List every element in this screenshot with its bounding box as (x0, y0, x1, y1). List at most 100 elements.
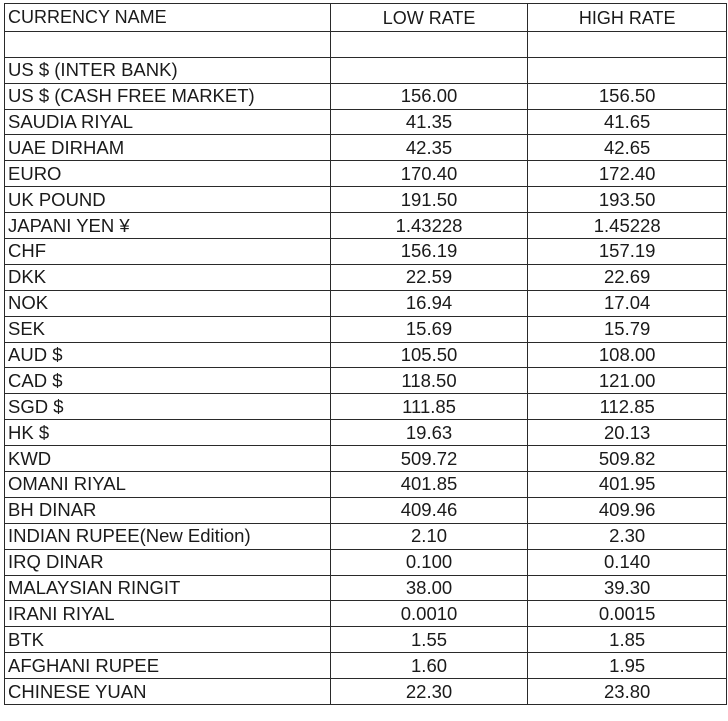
low-rate-cell: 1.43228 (329, 212, 529, 240)
table-row: SAUDIA RIYAL 41.35 41.65 (4, 108, 727, 136)
low-rate-cell: 41.35 (329, 108, 529, 136)
low-rate-cell: 509.72 (329, 445, 529, 473)
low-rate-cell: 38.00 (329, 574, 529, 602)
currency-name-cell: SAUDIA RIYAL (4, 108, 331, 136)
low-rate-cell (329, 56, 529, 84)
table-row: JAPANI YEN ¥1.43228 1.45228 (4, 212, 727, 240)
low-rate-cell: 16.94 (329, 289, 529, 317)
table-row: NOK 16.94 17.04 (4, 289, 727, 317)
currency-name-cell: IRQ DINAR (4, 548, 331, 576)
currency-name-cell: SGD $ (4, 393, 331, 421)
low-rate-cell: 19.63 (329, 419, 529, 447)
table-row: SGD $111.85 112.85 (4, 393, 727, 421)
table-row: IRANI RIYAL 0.0010 0.0015 (4, 600, 727, 628)
currency-name-cell: BTK (4, 626, 331, 654)
low-rate-cell: 1.60 (329, 652, 529, 680)
currency-name-cell: EURO (4, 160, 331, 188)
high-rate-cell (527, 30, 727, 58)
high-rate-cell: 0.140 (527, 548, 727, 576)
low-rate-cell: 118.50 (329, 367, 529, 395)
currency-name-cell: UAE DIRHAM (4, 134, 331, 162)
currency-name-cell: KWD (4, 445, 331, 473)
high-rate-cell: 401.95 (527, 471, 727, 498)
currency-name-cell (4, 30, 331, 58)
currency-name-cell: CAD $ (4, 367, 331, 395)
table-row: UAE DIRHAM 42.35 42.65 (4, 134, 727, 162)
high-rate-cell: 23.80 (527, 678, 727, 706)
low-rate-cell: 22.59 (329, 263, 529, 291)
header-row: CURRENCY NAME LOW RATE HIGH RATE (4, 3, 727, 32)
table-row: DKK 22.59 22.69 (4, 263, 727, 291)
high-rate-cell: 1.45228 (527, 212, 727, 240)
currency-name-cell: INDIAN RUPEE(New Edition) (4, 522, 331, 550)
high-rate-cell: 193.50 (527, 186, 727, 214)
table-row: OMANI RIYAL 401.85 401.95 (4, 471, 727, 498)
table-row: SEK 15.69 15.79 (4, 315, 727, 343)
currency-name-cell: CHINESE YUAN (4, 678, 331, 706)
table-row: CAD $118.50 121.00 (4, 367, 727, 395)
currency-name-cell: HK $ (4, 419, 331, 447)
table-row: US $ (INTER BANK) (4, 56, 727, 84)
high-rate-cell: 17.04 (527, 289, 727, 317)
low-rate-cell: 0.0010 (329, 600, 529, 628)
table-row: IRQ DINAR 0.100 0.140 (4, 548, 727, 576)
low-rate-cell: 409.46 (329, 496, 529, 524)
currency-name-cell: JAPANI YEN ¥ (4, 212, 331, 240)
high-rate-cell: 42.65 (527, 134, 727, 162)
high-rate-cell: 157.19 (527, 238, 727, 265)
low-rate-cell: 401.85 (329, 471, 529, 498)
currency-name-cell: DKK (4, 263, 331, 291)
currency-name-cell: OMANI RIYAL (4, 471, 331, 498)
high-rate-cell: 0.0015 (527, 600, 727, 628)
table-row: MALAYSIAN RINGIT 38.00 39.30 (4, 574, 727, 602)
low-rate-cell: 0.100 (329, 548, 529, 576)
low-rate-cell: 170.40 (329, 160, 529, 188)
high-rate-cell: 39.30 (527, 574, 727, 602)
high-rate-cell: 409.96 (527, 496, 727, 524)
high-rate-cell: 15.79 (527, 315, 727, 343)
header-low-rate: LOW RATE (329, 3, 529, 32)
high-rate-cell (527, 56, 727, 84)
low-rate-cell: 105.50 (329, 341, 529, 369)
table-row: INDIAN RUPEE(New Edition) 2.10 2.30 (4, 522, 727, 550)
table-row: AFGHANI RUPEE 1.60 1.95 (4, 652, 727, 680)
currency-name-cell: MALAYSIAN RINGIT (4, 574, 331, 602)
table-row: AUD $105.50 108.00 (4, 341, 727, 369)
table-row: US $ (CASH FREE MARKET) 156.00 156.50 (4, 82, 727, 110)
low-rate-cell: 156.00 (329, 82, 529, 110)
high-rate-cell: 156.50 (527, 82, 727, 110)
table-row (4, 30, 727, 58)
low-rate-cell: 156.19 (329, 238, 529, 265)
table-row: BH DINAR 409.46 409.96 (4, 496, 727, 524)
high-rate-cell: 121.00 (527, 367, 727, 395)
currency-name-cell: US $ (CASH FREE MARKET) (4, 82, 331, 110)
table-row: UK POUND 191.50 193.50 (4, 186, 727, 214)
currency-name-cell: AFGHANI RUPEE (4, 652, 331, 680)
table-row: KWD 509.72 509.82 (4, 445, 727, 473)
high-rate-cell: 20.13 (527, 419, 727, 447)
low-rate-cell: 2.10 (329, 522, 529, 550)
high-rate-cell: 1.85 (527, 626, 727, 654)
low-rate-cell: 15.69 (329, 315, 529, 343)
currency-name-cell: US $ (INTER BANK) (4, 56, 331, 84)
currency-name-cell: CHF (4, 238, 331, 265)
low-rate-cell: 22.30 (329, 678, 529, 706)
table-row: EURO 170.40 172.40 (4, 160, 727, 188)
low-rate-cell: 111.85 (329, 393, 529, 421)
high-rate-cell: 2.30 (527, 522, 727, 550)
high-rate-cell: 108.00 (527, 341, 727, 369)
currency-name-cell: AUD $ (4, 341, 331, 369)
high-rate-cell: 112.85 (527, 393, 727, 421)
header-currency-name: CURRENCY NAME (4, 3, 331, 32)
table-row: CHF 156.19 157.19 (4, 238, 727, 265)
currency-name-cell: IRANI RIYAL (4, 600, 331, 628)
high-rate-cell: 509.82 (527, 445, 727, 473)
low-rate-cell: 191.50 (329, 186, 529, 214)
high-rate-cell: 172.40 (527, 160, 727, 188)
low-rate-cell (329, 30, 529, 58)
table-row: BTK 1.55 1.85 (4, 626, 727, 654)
high-rate-cell: 22.69 (527, 263, 727, 291)
currency-name-cell: UK POUND (4, 186, 331, 214)
low-rate-cell: 42.35 (329, 134, 529, 162)
table-row: CHINESE YUAN 22.30 23.80 (4, 678, 727, 706)
